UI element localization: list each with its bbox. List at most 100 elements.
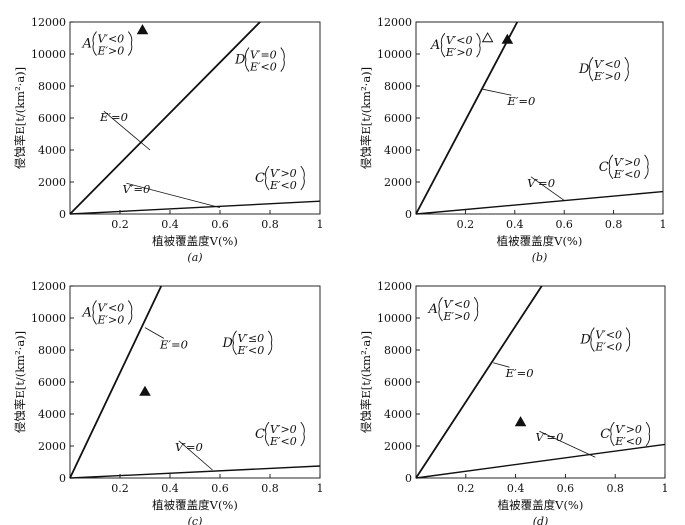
y-tick-label: 8000 bbox=[384, 80, 412, 93]
region-brace bbox=[267, 330, 273, 356]
y-axis-label: 侵蚀率E[t/(km²·a)] bbox=[359, 331, 373, 433]
region-brace bbox=[644, 154, 649, 180]
region-brace bbox=[280, 47, 285, 72]
filled-triangle-marker bbox=[136, 24, 149, 35]
x-tick-label: 0.6 bbox=[211, 218, 229, 231]
region-condition-top: V′≤0 bbox=[238, 332, 265, 345]
y-tick-label: 8000 bbox=[38, 344, 66, 357]
e-prime-zero-line bbox=[69, 285, 163, 479]
region-condition-bottom: E′<0 bbox=[249, 61, 277, 74]
panel-label: (d) bbox=[533, 515, 549, 525]
region-d-letter: D bbox=[234, 53, 246, 68]
region-condition-bottom: E′<0 bbox=[269, 435, 297, 448]
region-brace bbox=[264, 165, 270, 191]
region-brace bbox=[264, 421, 270, 447]
e-prime-zero-line bbox=[415, 21, 519, 215]
e-prime-zero-line bbox=[415, 285, 543, 479]
v-prime-zero-line bbox=[69, 465, 321, 479]
x-axis-label: 植被覆盖度V(%) bbox=[498, 498, 584, 512]
region-a-letter: A bbox=[82, 305, 92, 320]
region-d-letter: D bbox=[579, 333, 591, 348]
e-prime-zero-line bbox=[69, 21, 261, 215]
y-tick-label: 2000 bbox=[384, 440, 412, 453]
region-d-letter: D bbox=[578, 62, 590, 77]
line-label-leader bbox=[493, 362, 510, 368]
y-tick-label: 4000 bbox=[38, 144, 66, 157]
region-brace bbox=[589, 56, 594, 82]
x-tick-label: 0.2 bbox=[457, 482, 475, 495]
y-tick-label: 4000 bbox=[384, 408, 412, 421]
region-brace bbox=[624, 56, 629, 82]
region-condition-top: V′>0 bbox=[270, 423, 297, 436]
line-label-leader bbox=[530, 176, 565, 201]
panel-label: (b) bbox=[532, 251, 548, 264]
y-tick-label: 2000 bbox=[384, 176, 412, 189]
y-tick-label: 6000 bbox=[38, 112, 66, 125]
region-brace bbox=[300, 165, 305, 191]
y-tick-label: 2000 bbox=[38, 176, 66, 189]
region-condition-top: V′<0 bbox=[595, 329, 622, 342]
region-condition-bottom: E′<0 bbox=[594, 341, 622, 354]
region-brace bbox=[438, 296, 443, 322]
region-brace bbox=[92, 31, 97, 56]
y-tick-label: 8000 bbox=[38, 80, 66, 93]
region-a-letter: A bbox=[430, 38, 440, 53]
x-tick-label: 0.6 bbox=[211, 482, 229, 495]
x-tick-label: 0.4 bbox=[506, 218, 524, 231]
v-prime-zero-line bbox=[415, 190, 664, 215]
line-label-leader bbox=[126, 182, 221, 208]
y-tick-label: 0 bbox=[405, 472, 412, 485]
region-condition-top: V′<0 bbox=[98, 33, 125, 46]
line-label-leader bbox=[144, 327, 165, 339]
y-axis-label: 侵蚀率E[t/(km²·a)] bbox=[13, 67, 27, 169]
y-tick-label: 12000 bbox=[377, 280, 412, 293]
x-axis-label: 植被覆盖度V(%) bbox=[497, 234, 583, 248]
region-brace bbox=[232, 330, 237, 356]
x-tick-label: 0.2 bbox=[111, 218, 129, 231]
e-prime-zero-label: E′=0 bbox=[506, 94, 535, 108]
e-prime-zero-label: E′=0 bbox=[159, 337, 188, 351]
x-tick-label: 0.4 bbox=[161, 482, 179, 495]
region-brace bbox=[625, 327, 631, 352]
y-tick-label: 0 bbox=[405, 208, 412, 221]
region-c-letter: C bbox=[600, 427, 610, 442]
region-brace bbox=[244, 47, 250, 72]
x-tick-label: 1 bbox=[317, 218, 324, 231]
y-tick-label: 10000 bbox=[31, 48, 66, 61]
region-brace bbox=[300, 421, 305, 447]
x-tick-label: 0.8 bbox=[606, 482, 624, 495]
region-condition-bottom: E′>0 bbox=[97, 45, 125, 58]
region-condition-top: V′<0 bbox=[98, 301, 125, 314]
region-condition-bottom: E′>0 bbox=[445, 46, 473, 59]
y-tick-label: 6000 bbox=[384, 112, 412, 125]
y-tick-label: 4000 bbox=[384, 144, 412, 157]
region-brace bbox=[645, 421, 651, 447]
region-condition-top: V′<0 bbox=[446, 34, 473, 47]
x-tick-label: 1 bbox=[317, 482, 324, 495]
line-label-leader bbox=[539, 430, 596, 458]
x-tick-label: 0.8 bbox=[261, 218, 279, 231]
region-brace bbox=[440, 32, 446, 58]
region-c-letter: C bbox=[255, 171, 265, 186]
filled-triangle-marker bbox=[501, 33, 514, 44]
x-tick-label: 0.4 bbox=[161, 218, 179, 231]
region-brace bbox=[610, 421, 615, 447]
region-brace bbox=[473, 296, 479, 322]
region-a-letter: A bbox=[427, 302, 437, 317]
open-triangle-marker bbox=[481, 32, 494, 43]
region-condition-top: V′<0 bbox=[594, 58, 621, 71]
region-brace bbox=[608, 154, 614, 180]
v-prime-zero-line bbox=[415, 443, 666, 479]
x-tick-label: 0.4 bbox=[507, 482, 525, 495]
x-tick-label: 0.6 bbox=[557, 482, 575, 495]
region-condition-bottom: E′<0 bbox=[613, 168, 641, 181]
region-a-letter: A bbox=[82, 37, 92, 52]
region-condition-bottom: E′<0 bbox=[269, 179, 297, 192]
region-c-letter: C bbox=[255, 427, 265, 442]
region-brace bbox=[476, 32, 481, 58]
y-tick-label: 10000 bbox=[377, 312, 412, 325]
v-prime-zero-label: V′=0 bbox=[175, 440, 203, 454]
region-d-letter: D bbox=[222, 336, 234, 351]
region-condition-bottom: E′<0 bbox=[237, 344, 265, 357]
